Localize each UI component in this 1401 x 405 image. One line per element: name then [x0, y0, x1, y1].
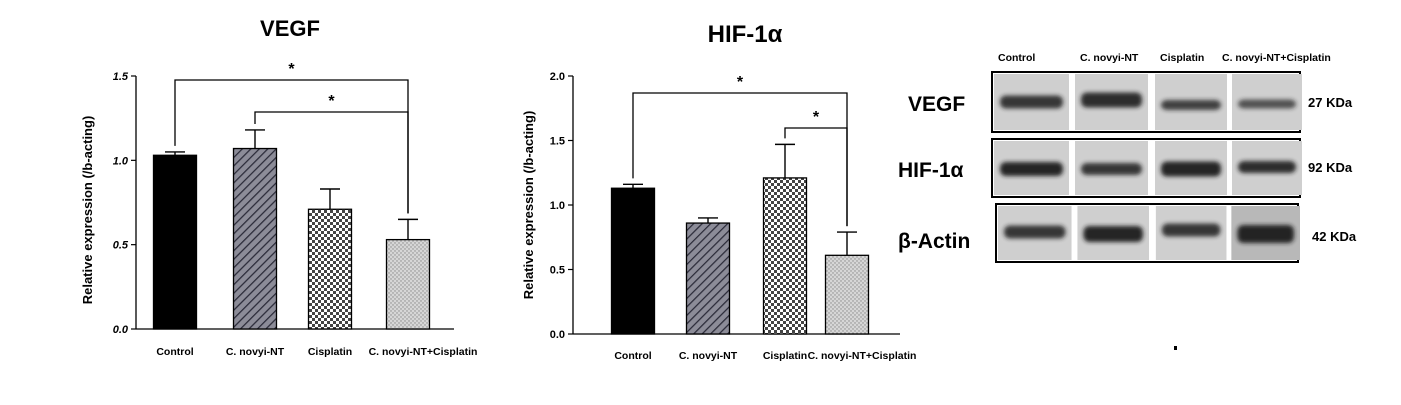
bar — [307, 208, 353, 330]
y-axis-label: Relative expression (/b-acting) — [80, 116, 95, 305]
x-tick-label: Control — [156, 346, 193, 358]
bar — [685, 222, 731, 335]
western-blot-panel: Control C. novyi-NT Cisplatin C. novyi-N… — [898, 52, 1357, 263]
blot-band — [1004, 225, 1066, 239]
chart-title: VEGF — [260, 16, 320, 41]
y-tick-label: 1.0 — [550, 200, 565, 212]
bar — [762, 177, 808, 335]
blot-band — [1000, 162, 1063, 176]
x-tick-label: C. novyi-NT+Cisplatin — [369, 346, 478, 358]
y-tick-label: 0.0 — [550, 329, 565, 341]
blot-band — [1161, 161, 1221, 177]
blot-band — [1081, 163, 1142, 175]
y-tick-label: 0.5 — [113, 240, 129, 252]
significance-marker: * — [328, 93, 335, 110]
blot-lane-label: C. novyi-NT+Cisplatin — [1222, 52, 1331, 64]
blot-band — [1083, 226, 1143, 242]
significance-marker: * — [288, 61, 295, 78]
bar — [152, 154, 198, 330]
stray-mark — [1174, 346, 1177, 350]
chart-title: HIF-1α — [708, 21, 783, 48]
x-tick-label: Cisplatin — [308, 346, 352, 358]
x-tick-label: Cisplatin — [763, 350, 807, 362]
blot-lane-label: Control — [998, 52, 1035, 64]
significance-marker: * — [737, 74, 744, 91]
vegf-bar-chart: VEGF Relative expression (/b-acting) 0.0… — [80, 16, 477, 358]
y-tick-label: 1.5 — [113, 71, 129, 83]
blot-band — [1238, 99, 1296, 109]
blot-size-label: 42 KDa — [1312, 229, 1357, 244]
blot-band — [1161, 223, 1221, 237]
blot-band — [1000, 95, 1063, 109]
blot-protein-label: VEGF — [908, 93, 965, 116]
blot-size-label: 27 KDa — [1308, 95, 1353, 110]
significance-marker: * — [813, 109, 820, 126]
x-tick-label: Control — [614, 350, 651, 362]
blot-size-label: 92 KDa — [1308, 160, 1353, 175]
blot-band — [1161, 100, 1221, 110]
significance-bracket — [254, 111, 409, 214]
bar — [385, 238, 431, 330]
y-tick-label: 0.5 — [550, 265, 565, 277]
x-tick-label: C. novyi-NT — [679, 350, 738, 362]
y-tick-label: 1.0 — [113, 155, 129, 167]
hif1a-bar-chart: HIF-1α Relative expression (/b-acting) 0… — [521, 21, 916, 362]
significance-bracket — [784, 127, 848, 227]
blot-band — [1081, 92, 1142, 108]
y-axis-label: Relative expression (/b-acting) — [521, 111, 536, 300]
blot-lane-label: C. novyi-NT — [1080, 52, 1139, 64]
y-tick-label: 1.5 — [550, 136, 565, 148]
x-tick-label: C. novyi-NT+Cisplatin — [808, 350, 917, 362]
bar — [824, 254, 870, 335]
blot-band — [1238, 161, 1296, 173]
x-tick-label: C. novyi-NT — [226, 346, 285, 358]
blot-band — [1237, 225, 1294, 243]
bar — [610, 187, 656, 335]
blot-protein-label: HIF-1α — [898, 159, 964, 182]
y-tick-label: 0.0 — [113, 324, 129, 336]
significance-bracket — [174, 79, 409, 214]
blot-lane-label: Cisplatin — [1160, 52, 1204, 64]
blot-protein-label: β-Actin — [898, 230, 970, 253]
y-tick-label: 2.0 — [550, 71, 565, 83]
bar — [232, 147, 278, 330]
